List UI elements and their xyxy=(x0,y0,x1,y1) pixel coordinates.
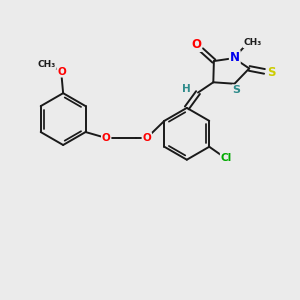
Text: O: O xyxy=(102,133,111,143)
Text: S: S xyxy=(232,85,241,95)
Text: O: O xyxy=(142,133,151,143)
Text: O: O xyxy=(191,38,201,51)
Text: N: N xyxy=(230,51,240,64)
Text: H: H xyxy=(182,84,191,94)
Text: CH₃: CH₃ xyxy=(243,38,262,47)
Text: CH₃: CH₃ xyxy=(37,60,56,69)
Text: O: O xyxy=(57,67,66,77)
Text: Cl: Cl xyxy=(221,153,232,163)
Text: S: S xyxy=(267,66,275,80)
